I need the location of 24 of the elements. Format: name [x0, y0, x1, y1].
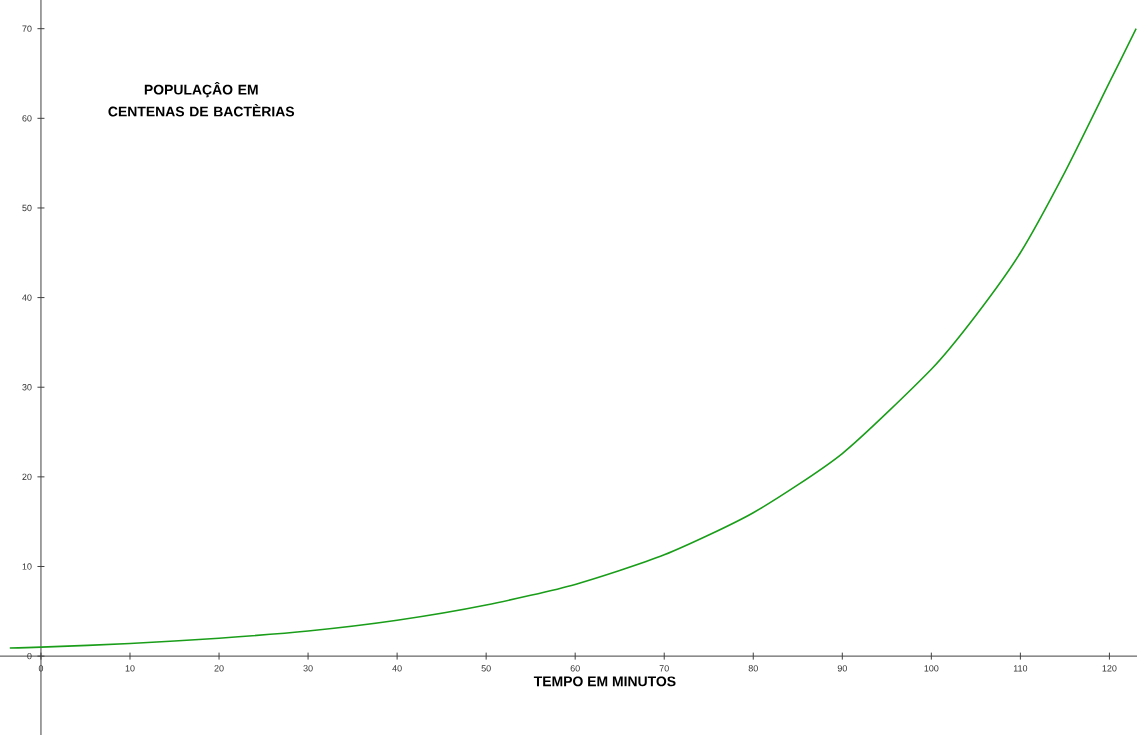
- y-tick-label: 30: [22, 384, 32, 391]
- x-tick-label: 30: [303, 665, 313, 672]
- line-series: [8, 27, 1137, 649]
- x-tick-label: 50: [481, 665, 491, 672]
- x-tick-label: 0: [38, 665, 44, 672]
- x-tick-label: 110: [1013, 665, 1028, 672]
- x-tick-label: 70: [659, 665, 669, 672]
- x-tick-label: 100: [924, 665, 939, 672]
- y-tick-label: 50: [22, 204, 32, 212]
- y-axis-title: POPULAÇÂO EM CENTENAS DE BACTÈRIAS: [108, 81, 295, 117]
- x-tick-label: 20: [214, 665, 224, 672]
- y-tick-label: 10: [22, 563, 32, 570]
- x-tick-label: 80: [748, 665, 758, 672]
- x-tick-label: 40: [392, 665, 402, 672]
- y-tick-label: 60: [22, 115, 32, 122]
- y-tick-label: 0: [27, 652, 32, 660]
- x-tick-label: 90: [837, 665, 847, 672]
- x-tick-label: 60: [570, 665, 580, 672]
- x-axis-title: TEMPO EM MINUTOS: [533, 676, 676, 687]
- y-tick-label: 40: [22, 294, 32, 301]
- y-tick-label: 20: [22, 473, 32, 481]
- y-tick-label: 70: [22, 25, 32, 32]
- x-tick-label: 120: [1102, 665, 1117, 672]
- x-tick-label: 10: [125, 665, 135, 672]
